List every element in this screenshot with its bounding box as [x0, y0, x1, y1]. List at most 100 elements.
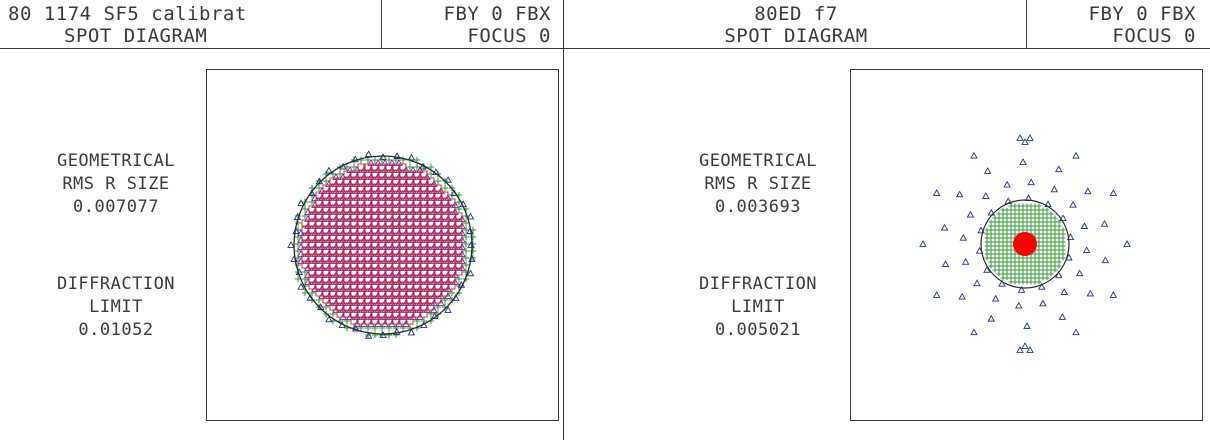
triangle-marker	[402, 292, 410, 299]
triangle-marker	[339, 180, 347, 187]
triangle-marker	[318, 236, 326, 243]
triangle-marker	[1021, 342, 1029, 349]
triangle-marker	[388, 243, 396, 250]
right-panel-subtitle: SPOT DIAGRAM	[724, 25, 868, 47]
triangle-marker	[381, 166, 389, 173]
triangle-marker	[367, 285, 375, 292]
triangle-marker	[318, 264, 326, 271]
triangle-marker	[339, 285, 347, 292]
triangle-marker	[346, 292, 354, 299]
plus-marker	[1004, 275, 1010, 281]
triangle-marker	[444, 229, 452, 236]
triangle-marker	[318, 243, 326, 250]
triangle-marker	[360, 194, 368, 201]
triangle-marker	[332, 208, 340, 215]
left-diff-label-1: DIFFRACTION	[56, 274, 176, 294]
triangle-marker	[402, 215, 410, 222]
triangle-marker	[430, 278, 438, 285]
triangle-marker	[444, 264, 452, 271]
triangle-marker	[367, 229, 375, 236]
triangle-marker	[409, 264, 417, 271]
triangle-marker	[360, 215, 368, 222]
triangle-marker	[318, 292, 326, 299]
triangle-marker	[318, 271, 326, 278]
triangle-marker	[339, 292, 347, 299]
triangle-marker	[395, 173, 403, 180]
triangle-marker	[346, 257, 354, 264]
triangle-marker	[395, 229, 403, 236]
triangle-marker	[444, 278, 452, 285]
triangle-marker	[367, 222, 375, 229]
triangle-marker	[395, 187, 403, 194]
triangle-marker	[381, 292, 389, 299]
triangle-marker	[353, 215, 361, 222]
triangle-marker	[332, 271, 340, 278]
triangle-marker	[1069, 200, 1077, 208]
right-spot-core	[1013, 232, 1037, 256]
triangle-marker	[423, 194, 431, 201]
triangle-marker	[416, 292, 424, 299]
triangle-marker	[339, 299, 347, 306]
triangle-marker	[388, 215, 396, 222]
triangle-marker	[395, 194, 403, 201]
triangle-marker	[367, 278, 375, 285]
triangle-marker	[1072, 151, 1080, 159]
triangle-marker	[430, 208, 438, 215]
triangle-marker	[297, 229, 305, 236]
triangle-marker	[402, 299, 410, 306]
triangle-marker	[388, 194, 396, 201]
triangle-marker	[374, 320, 382, 327]
triangle-marker	[395, 306, 403, 313]
triangle-marker	[1021, 138, 1029, 145]
triangle-marker	[304, 236, 312, 243]
triangle-marker	[339, 229, 347, 236]
triangle-marker	[381, 299, 389, 306]
triangle-marker	[409, 229, 417, 236]
triangle-marker	[367, 250, 375, 257]
triangle-marker	[1075, 269, 1084, 277]
triangle-marker	[374, 229, 382, 236]
triangle-marker	[409, 299, 417, 306]
triangle-marker	[311, 271, 319, 278]
triangle-marker	[409, 187, 417, 194]
triangle-marker	[416, 222, 424, 229]
triangle-marker	[297, 250, 305, 257]
triangle-marker	[381, 194, 389, 201]
plus-marker	[1036, 279, 1042, 285]
triangle-marker	[451, 278, 459, 285]
triangle-marker	[360, 222, 368, 229]
left-rms-label-1: GEOMETRICAL	[56, 151, 176, 171]
triangle-marker	[325, 201, 333, 208]
triangle-marker	[346, 215, 354, 222]
triangle-marker	[360, 187, 368, 194]
triangle-marker	[367, 194, 375, 201]
triangle-marker	[468, 255, 476, 262]
plus-marker	[301, 289, 309, 297]
panel-divider	[563, 0, 564, 440]
triangle-marker	[381, 257, 389, 264]
plus-marker	[992, 267, 998, 273]
right-panel-focus: FOCUS 0	[1112, 25, 1196, 47]
triangle-marker	[311, 208, 319, 215]
triangle-marker	[332, 173, 340, 180]
triangle-marker	[367, 187, 375, 194]
triangle-marker	[360, 243, 368, 250]
triangle-marker	[346, 236, 354, 243]
plus-marker	[1056, 263, 1062, 269]
square-marker	[420, 310, 428, 318]
triangle-marker	[346, 264, 354, 271]
triangle-marker	[388, 264, 396, 271]
triangle-marker	[381, 264, 389, 271]
triangle-marker	[458, 257, 466, 264]
triangle-marker	[388, 180, 396, 187]
triangle-marker	[423, 173, 431, 180]
triangle-marker	[311, 278, 319, 285]
triangle-marker	[430, 306, 438, 313]
triangle-marker	[346, 229, 354, 236]
plus-marker	[462, 219, 470, 227]
triangle-marker	[304, 243, 312, 250]
triangle-marker	[297, 282, 305, 290]
triangle-marker	[388, 166, 396, 173]
triangle-marker	[374, 292, 382, 299]
triangle-marker	[416, 306, 424, 313]
